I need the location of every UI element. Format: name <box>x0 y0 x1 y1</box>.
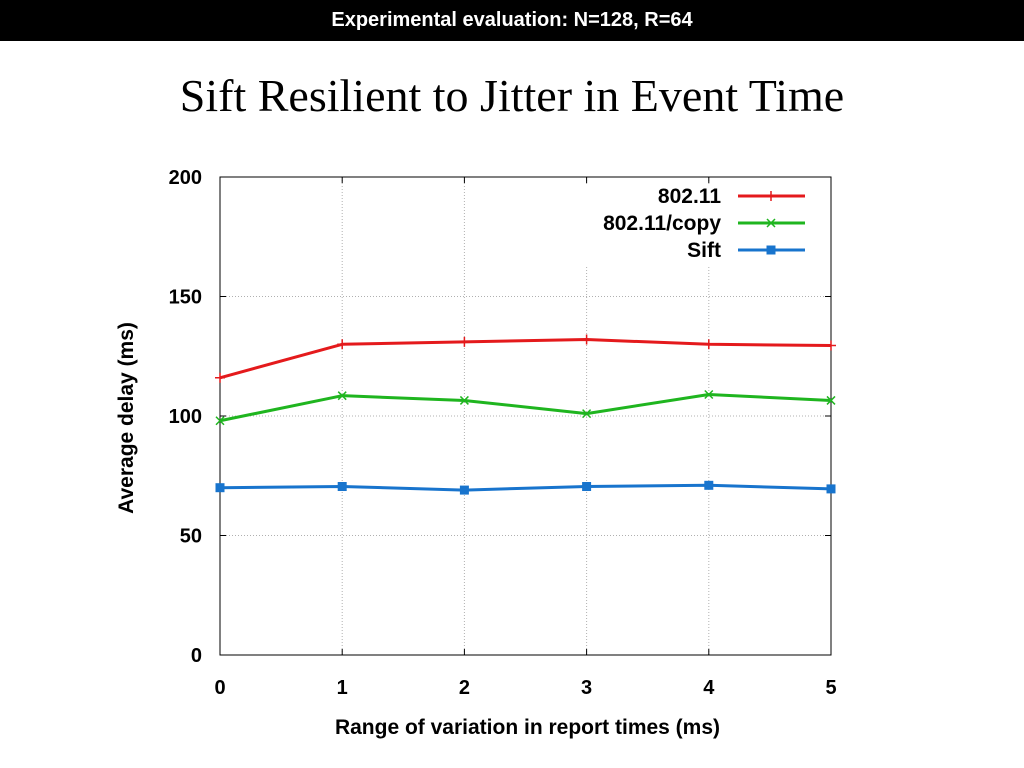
legend-background <box>580 184 827 266</box>
data-point-1 <box>826 395 836 405</box>
data-point-2 <box>704 480 714 490</box>
legend-label: 802.11 <box>658 185 721 208</box>
data-point-1 <box>704 389 714 400</box>
data-point-1 <box>582 409 592 419</box>
header-text: Experimental evaluation: N=128, R=64 <box>331 9 693 31</box>
data-point-0 <box>703 339 714 350</box>
legend-label: Sift <box>687 239 721 262</box>
data-point-2 <box>459 485 469 495</box>
legend-marker-2 <box>766 245 776 255</box>
series-line-2 <box>219 483 832 492</box>
y-axis-label: Average delay (ms) <box>115 322 138 514</box>
data-point-0 <box>581 334 592 345</box>
data-point-1 <box>337 391 347 401</box>
data-point-0 <box>337 339 348 350</box>
x-tick-label: 1 <box>337 677 348 699</box>
x-axis-label: Range of variation in report times (ms) <box>335 716 720 739</box>
x-tick-label: 5 <box>825 677 836 699</box>
data-point-1 <box>215 416 225 426</box>
slide-title: Sift Resilient to Jitter in Event Time <box>179 70 845 121</box>
x-tick-label: 0 <box>214 677 225 699</box>
x-tick-label: 3 <box>581 677 592 699</box>
y-tick-label: 200 <box>169 167 202 189</box>
x-tick-label: 4 <box>703 677 715 699</box>
y-tick-label: 0 <box>191 645 202 667</box>
data-point-2 <box>215 483 225 493</box>
data-point-0 <box>215 372 225 383</box>
legend-marker-0 <box>766 191 776 201</box>
data-point-2 <box>337 482 347 492</box>
series-line-1 <box>219 392 832 423</box>
y-tick-label: 50 <box>180 526 202 548</box>
series-line-0 <box>219 338 832 380</box>
header-bar: Experimental evaluation: N=128, R=64 <box>0 0 1024 41</box>
data-point-1 <box>459 395 469 405</box>
data-point-0 <box>826 340 836 351</box>
legend-marker-1 <box>766 218 776 228</box>
data-point-2 <box>582 482 592 492</box>
legend-label: 802.11/copy <box>603 212 721 235</box>
data-point-0 <box>459 336 470 347</box>
y-tick-label: 150 <box>169 287 202 309</box>
y-tick-label: 100 <box>169 406 202 428</box>
x-tick-label: 2 <box>459 677 470 699</box>
data-point-2 <box>826 484 836 494</box>
